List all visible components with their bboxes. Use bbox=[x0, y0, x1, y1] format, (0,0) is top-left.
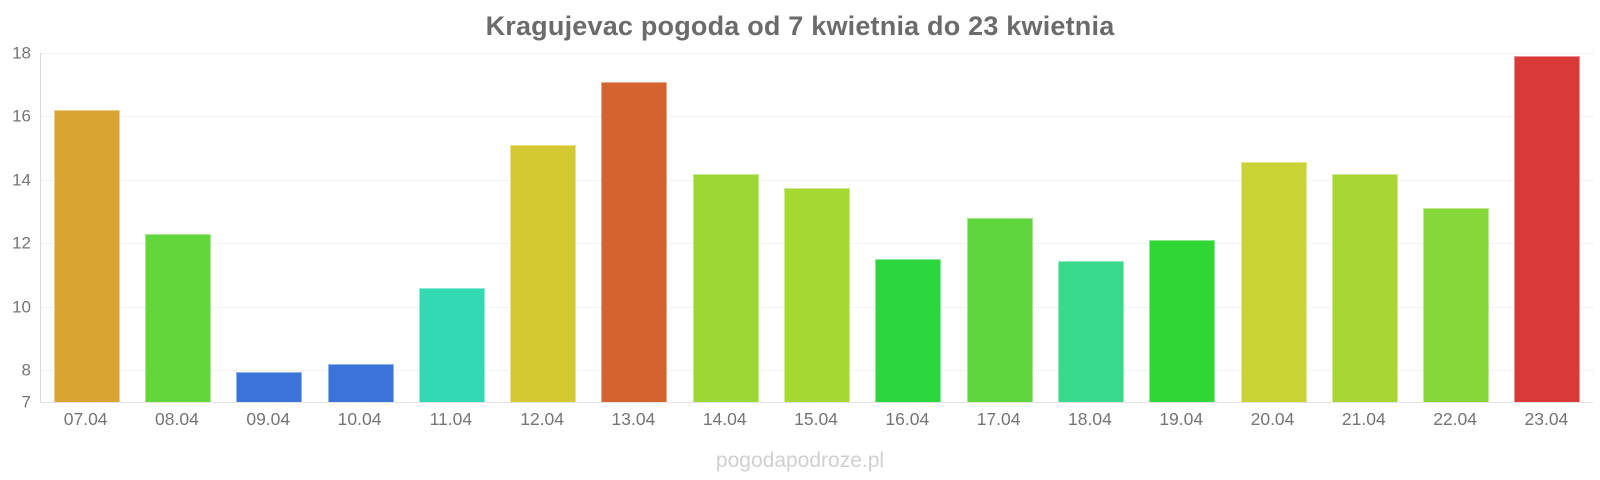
x-axis-label-19.04: 19.04 bbox=[1159, 409, 1204, 429]
y-axis-label-16: 16 bbox=[12, 106, 31, 126]
bar-slot bbox=[1502, 53, 1593, 402]
bar-slot bbox=[224, 53, 315, 402]
bar-17.04[interactable] bbox=[966, 217, 1033, 402]
bar-slot bbox=[1137, 53, 1228, 402]
bar-09.04[interactable] bbox=[236, 371, 303, 402]
bar-slot bbox=[1228, 53, 1319, 402]
y-axis-label-7: 7 bbox=[21, 392, 31, 412]
x-axis-label-18.04: 18.04 bbox=[1068, 409, 1112, 429]
bar-21.04[interactable] bbox=[1331, 173, 1398, 402]
bar-23.04[interactable] bbox=[1514, 56, 1581, 402]
y-axis-label-14: 14 bbox=[12, 170, 31, 190]
bar-slot bbox=[589, 53, 680, 402]
bar-14.04[interactable] bbox=[692, 173, 759, 402]
bar-13.04[interactable] bbox=[601, 81, 668, 402]
y-axis-label-10: 10 bbox=[12, 297, 31, 317]
bar-slot bbox=[406, 53, 497, 402]
y-axis-label-18: 18 bbox=[12, 43, 31, 63]
bar-07.04[interactable] bbox=[53, 110, 120, 402]
watermark-text: pogodapodroze.pl bbox=[715, 449, 885, 472]
x-axis-label-07.04: 07.04 bbox=[63, 409, 108, 429]
x-axis-label-11.04: 11.04 bbox=[429, 409, 473, 429]
x-axis-label-08.04: 08.04 bbox=[155, 409, 199, 429]
bars-layer bbox=[41, 53, 1593, 402]
bar-slot bbox=[771, 53, 862, 402]
bar-16.04[interactable] bbox=[875, 259, 942, 402]
bar-slot bbox=[1045, 53, 1136, 402]
x-axis-label-22.04: 22.04 bbox=[1433, 409, 1477, 429]
bar-19.04[interactable] bbox=[1149, 240, 1216, 402]
x-axis-label-16.04: 16.04 bbox=[885, 409, 930, 429]
x-axis-label-09.04: 09.04 bbox=[246, 409, 291, 429]
bar-18.04[interactable] bbox=[1057, 260, 1124, 402]
y-axis-label-8: 8 bbox=[21, 360, 31, 380]
bar-slot bbox=[315, 53, 406, 402]
bar-slot bbox=[1410, 53, 1501, 402]
bar-slot bbox=[680, 53, 771, 402]
bar-10.04[interactable] bbox=[327, 363, 394, 402]
bar-slot bbox=[41, 53, 132, 402]
bar-22.04[interactable] bbox=[1423, 208, 1490, 402]
x-axis-label-13.04: 13.04 bbox=[611, 409, 656, 429]
bar-slot bbox=[954, 53, 1045, 402]
bar-08.04[interactable] bbox=[144, 233, 211, 402]
plot-area: 18 16 14 12 10 8 7 bbox=[12, 45, 1593, 411]
bar-slot bbox=[497, 53, 588, 402]
x-axis-label-14.04: 14.04 bbox=[702, 409, 747, 429]
bar-slot bbox=[863, 53, 954, 402]
bar-20.04[interactable] bbox=[1240, 162, 1307, 402]
x-axis-label-17.04: 17.04 bbox=[976, 409, 1021, 429]
y-axis-label-12: 12 bbox=[12, 233, 31, 253]
x-axis-label-10.04: 10.04 bbox=[337, 409, 382, 429]
x-axis-labels: 07.04 08.04 09.04 10.04 11.04 12.04 13.04 14.04… bbox=[40, 409, 1592, 430]
bar-15.04[interactable] bbox=[784, 187, 851, 402]
x-axis-label-20.04: 20.04 bbox=[1250, 409, 1295, 429]
bar-11.04[interactable] bbox=[418, 287, 485, 402]
x-axis-label-23.04: 23.04 bbox=[1524, 409, 1569, 429]
bar-slot bbox=[1319, 53, 1410, 402]
x-axis-label-15.04: 15.04 bbox=[794, 409, 838, 429]
bar-12.04[interactable] bbox=[510, 145, 577, 402]
bar-slot bbox=[132, 53, 223, 402]
x-axis-label-21.04: 21.04 bbox=[1341, 409, 1386, 429]
chart-title: Kragujevac pogoda od 7 kwietnia do 23 kw… bbox=[485, 11, 1115, 41]
x-axis-label-12.04: 12.04 bbox=[520, 409, 565, 429]
